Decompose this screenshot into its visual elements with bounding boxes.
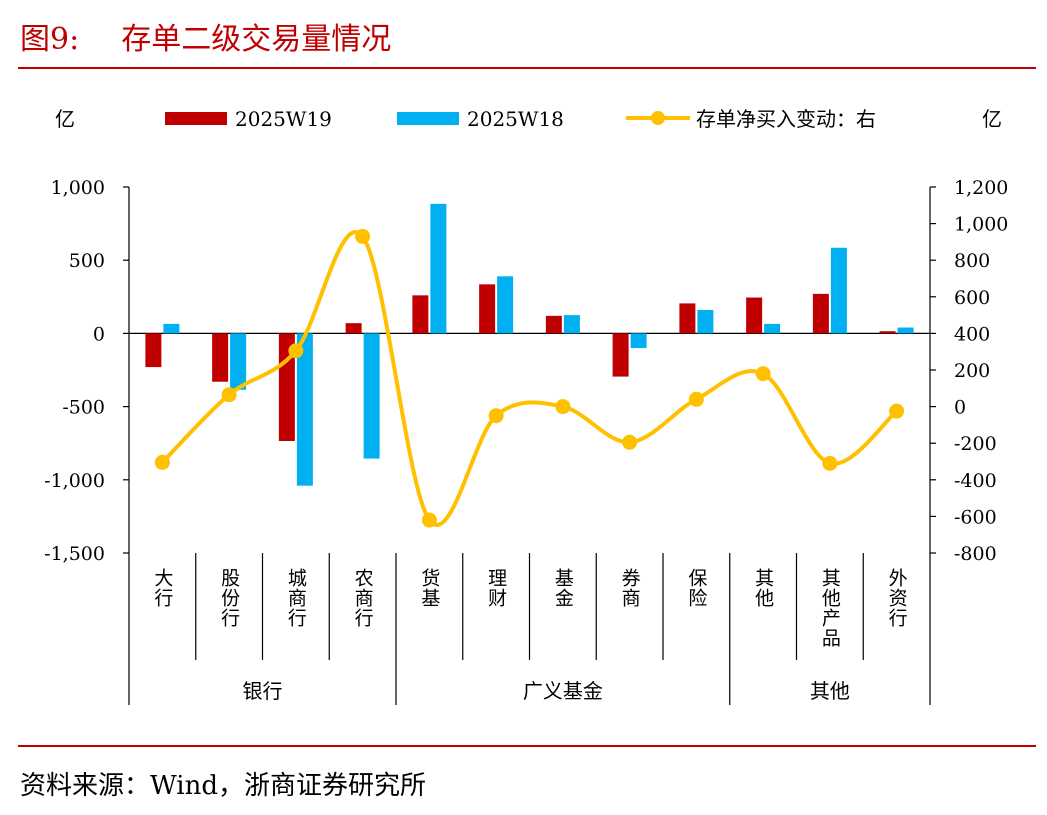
net-buy-point bbox=[688, 391, 704, 407]
right-tick-label: 0 bbox=[954, 397, 966, 419]
legend-label-w18: 2025W18 bbox=[467, 107, 564, 131]
net-buy-point bbox=[488, 408, 504, 424]
bar-w18 bbox=[497, 276, 514, 334]
bar-w19 bbox=[479, 284, 496, 334]
legend-swatch-w19 bbox=[165, 112, 227, 125]
net-buy-line-layer bbox=[154, 228, 905, 528]
right-tick-label: 800 bbox=[954, 250, 990, 272]
bar-w18 bbox=[163, 323, 180, 334]
bar-w18 bbox=[764, 323, 781, 334]
left-tick-label: 0 bbox=[93, 323, 105, 345]
figure-title-text: 存单二级交易量情况 bbox=[121, 22, 392, 57]
category-label: 货基 bbox=[418, 568, 440, 608]
right-tick-label: -800 bbox=[954, 543, 997, 565]
category-label: 基金 bbox=[552, 568, 574, 608]
bar-w18 bbox=[630, 333, 647, 349]
right-tick-label: 1,000 bbox=[954, 214, 1008, 236]
category-label: 外资行 bbox=[886, 568, 908, 628]
net-buy-point bbox=[154, 454, 170, 470]
left-tick-label: -1,000 bbox=[44, 470, 105, 492]
bar-w19 bbox=[879, 331, 896, 334]
net-buy-point bbox=[755, 366, 771, 382]
right-tick-label: -200 bbox=[954, 433, 997, 455]
left-axis-unit: 亿 bbox=[55, 107, 75, 131]
bar-w18 bbox=[296, 333, 313, 486]
category-label: 大行 bbox=[151, 568, 173, 608]
bar-w19 bbox=[412, 295, 429, 334]
net-buy-line bbox=[160, 230, 898, 527]
bar-w18 bbox=[363, 333, 380, 459]
bar-w19 bbox=[746, 297, 763, 334]
bar-w18 bbox=[830, 247, 847, 334]
right-tick-label: 400 bbox=[954, 323, 990, 345]
right-tick-label: 1,200 bbox=[954, 177, 1008, 199]
category-label: 股份行 bbox=[218, 568, 240, 628]
category-label: 券商 bbox=[619, 568, 641, 608]
bar-w18 bbox=[897, 327, 914, 334]
group-label: 银行 bbox=[243, 679, 283, 703]
left-tick-label: -500 bbox=[62, 397, 105, 419]
category-label: 理财 bbox=[485, 568, 507, 608]
category-label: 保险 bbox=[685, 568, 707, 608]
bars bbox=[145, 203, 914, 486]
bar-w18 bbox=[430, 203, 447, 334]
net-buy-point bbox=[421, 512, 437, 528]
legend-swatch-w18 bbox=[397, 112, 459, 125]
net-buy-point bbox=[355, 228, 371, 244]
bar-w19 bbox=[278, 333, 295, 442]
figure-number: 图9: bbox=[20, 22, 80, 57]
right-tick-label: 200 bbox=[954, 360, 990, 382]
axes: 1,000 500 0 -500 -1,000 -1,500 1,200 1,000 800 60… bbox=[44, 107, 1008, 565]
legend-label-net-buy: 存单净买入变动：右 bbox=[696, 107, 876, 131]
bar-w19 bbox=[812, 293, 829, 334]
title-rule bbox=[18, 67, 1036, 69]
source-note: 资料来源：Wind，浙商证券研究所 bbox=[20, 771, 426, 801]
bar-w19 bbox=[545, 315, 562, 334]
right-tick-label: -600 bbox=[954, 506, 997, 528]
figure-title: 图9: 存单二级交易量情况 bbox=[20, 14, 391, 58]
net-buy-point bbox=[889, 403, 905, 419]
category-label: 城商行 bbox=[285, 568, 307, 628]
right-axis-unit: 亿 bbox=[982, 107, 1002, 131]
bar-w19 bbox=[679, 303, 696, 334]
bar-w19 bbox=[145, 333, 162, 368]
group-label: 其他 bbox=[810, 679, 850, 703]
bar-w18 bbox=[230, 333, 247, 390]
category-label: 农商行 bbox=[352, 568, 374, 628]
bar-w19 bbox=[345, 323, 362, 334]
bar-w19 bbox=[612, 333, 629, 377]
net-buy-point bbox=[288, 343, 304, 359]
category-label: 其他产品 bbox=[819, 568, 841, 648]
net-buy-point bbox=[221, 387, 237, 403]
left-tick-label: 1,000 bbox=[51, 177, 105, 199]
bar-w18 bbox=[697, 309, 714, 334]
bar-w19 bbox=[212, 333, 229, 382]
legend: 2025W19 2025W18 存单净买入变动：右 bbox=[165, 107, 876, 131]
net-buy-point bbox=[822, 455, 838, 471]
legend-label-w19: 2025W19 bbox=[235, 107, 332, 131]
right-tick-label: -400 bbox=[954, 470, 997, 492]
legend-marker-net-buy bbox=[651, 111, 665, 125]
category-label: 其他 bbox=[752, 568, 774, 608]
net-buy-point bbox=[555, 399, 571, 415]
right-tick-label: 600 bbox=[954, 287, 990, 309]
left-tick-label: 500 bbox=[69, 250, 105, 272]
source-rule bbox=[18, 745, 1036, 747]
net-buy-point bbox=[622, 434, 638, 450]
bar-w18 bbox=[563, 315, 580, 334]
group-label: 广义基金 bbox=[523, 679, 603, 703]
left-tick-label: -1,500 bbox=[44, 543, 105, 565]
